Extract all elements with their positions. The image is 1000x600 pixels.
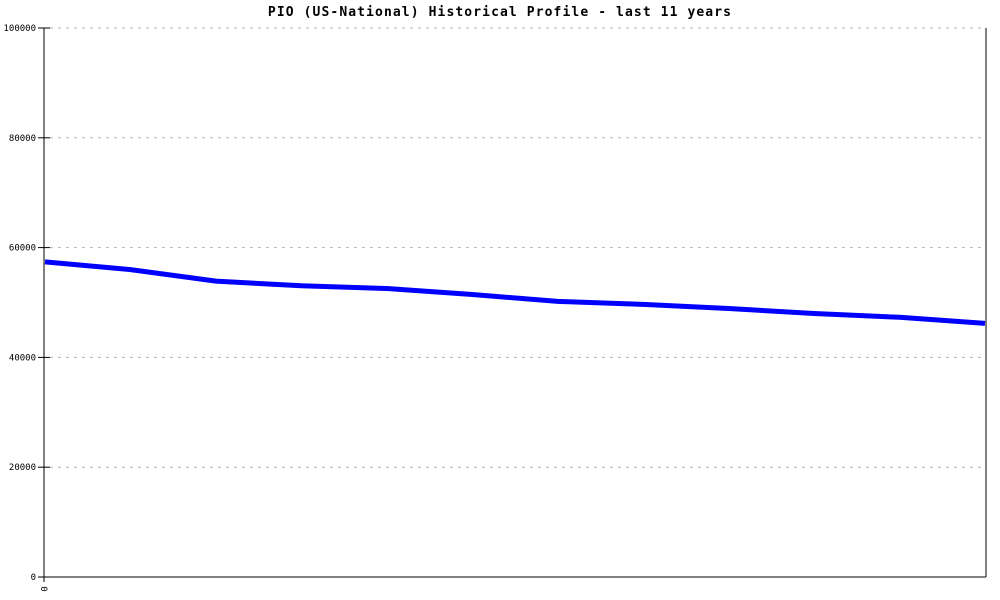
- chart-title: PIO (US-National) Historical Profile - l…: [267, 5, 733, 20]
- x-axis-tick-label: 0: [38, 586, 48, 591]
- y-axis-tick-label: 0: [31, 573, 36, 583]
- y-axis-tick-label: 80000: [9, 134, 36, 144]
- y-axis-tick-label: 60000: [9, 244, 36, 254]
- y-axis-tick-label: 40000: [9, 353, 36, 363]
- y-axis-tick-label: 100000: [3, 24, 36, 34]
- data-line-pio: [44, 259, 986, 326]
- y-axis-tick-label: 20000: [9, 463, 36, 473]
